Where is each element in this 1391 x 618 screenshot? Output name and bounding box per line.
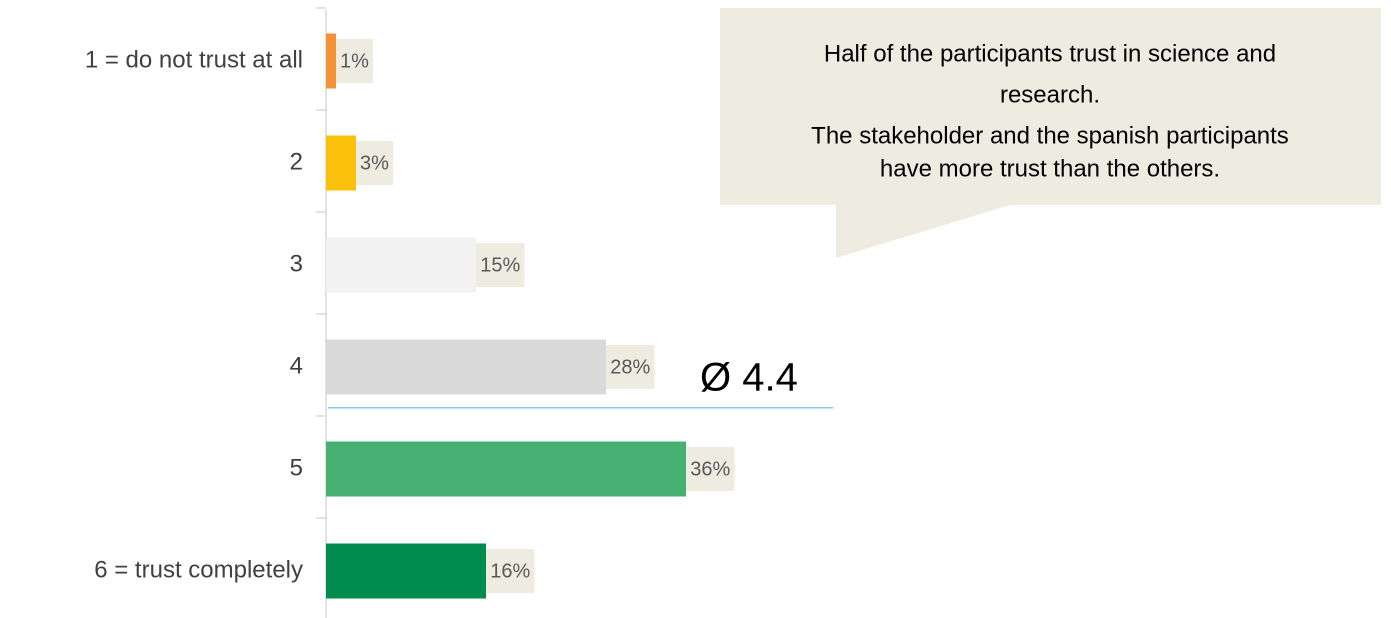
mean-label: Ø 4.4: [700, 355, 798, 399]
bar: [326, 441, 686, 497]
bar: [326, 33, 336, 89]
callout: [720, 8, 1381, 258]
annotation-line: have more trust than the others.: [880, 155, 1220, 182]
value-label-box: [606, 345, 655, 389]
y-tick-label: 3: [290, 250, 303, 277]
annotation-line: The stakeholder and the spanish particip…: [811, 122, 1289, 149]
annotation-line: Half of the participants trust in scienc…: [824, 40, 1276, 67]
value-label-box: [476, 243, 525, 287]
value-label: 3%: [360, 152, 389, 174]
y-tick-label: 1 = do not trust at all: [85, 46, 303, 73]
bar: [326, 543, 486, 599]
bar: [326, 135, 356, 191]
value-label-box: [336, 39, 373, 83]
bar: [326, 237, 476, 293]
annotation-line: research.: [1000, 81, 1100, 108]
value-label: 28%: [610, 356, 650, 378]
value-label: 15%: [480, 254, 520, 276]
y-tick-label: 5: [290, 454, 303, 481]
y-tick-label: 4: [290, 352, 303, 379]
value-label-box: [486, 549, 535, 593]
value-label-box: [686, 447, 735, 491]
y-tick-label: 2: [290, 148, 303, 175]
y-tick-label: 6 = trust completely: [94, 556, 303, 583]
value-label-box: [356, 141, 393, 185]
value-label: 36%: [690, 458, 730, 480]
value-label: 16%: [490, 560, 530, 582]
bar: [326, 339, 606, 395]
value-label: 1%: [340, 50, 369, 72]
